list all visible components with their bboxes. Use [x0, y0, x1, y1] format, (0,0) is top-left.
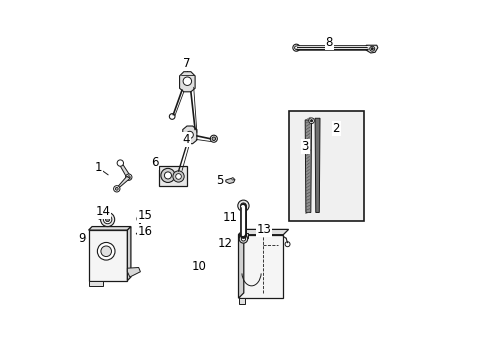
- Bar: [288, 111, 364, 221]
- Circle shape: [210, 135, 217, 142]
- Circle shape: [240, 203, 246, 208]
- Polygon shape: [88, 280, 103, 286]
- Polygon shape: [88, 230, 127, 280]
- Polygon shape: [366, 45, 377, 53]
- Text: 5: 5: [216, 174, 223, 186]
- Text: 1: 1: [94, 161, 102, 174]
- Polygon shape: [127, 267, 140, 277]
- Circle shape: [241, 237, 245, 241]
- Circle shape: [137, 215, 143, 222]
- Text: 8: 8: [325, 36, 332, 49]
- Circle shape: [169, 114, 175, 119]
- Circle shape: [105, 217, 109, 222]
- Circle shape: [292, 44, 299, 51]
- Polygon shape: [314, 118, 319, 212]
- Circle shape: [370, 48, 372, 50]
- Circle shape: [164, 172, 171, 179]
- Text: 4: 4: [182, 133, 190, 146]
- Circle shape: [285, 242, 289, 247]
- Bar: [159, 166, 187, 186]
- Circle shape: [127, 176, 130, 179]
- Circle shape: [113, 186, 120, 192]
- Text: 16: 16: [137, 225, 152, 238]
- Polygon shape: [127, 226, 131, 280]
- Text: 14: 14: [95, 205, 110, 218]
- Circle shape: [231, 178, 233, 180]
- Polygon shape: [183, 126, 197, 144]
- Circle shape: [239, 235, 247, 243]
- Polygon shape: [225, 178, 235, 184]
- Text: 2: 2: [332, 122, 339, 135]
- Circle shape: [369, 46, 374, 51]
- Polygon shape: [238, 229, 288, 235]
- Circle shape: [212, 137, 215, 140]
- Circle shape: [117, 160, 123, 166]
- Polygon shape: [238, 235, 283, 298]
- Text: 6: 6: [150, 156, 158, 169]
- Circle shape: [186, 131, 193, 138]
- Polygon shape: [238, 298, 244, 304]
- Circle shape: [237, 200, 248, 211]
- Polygon shape: [88, 226, 131, 230]
- Text: 12: 12: [217, 237, 232, 250]
- Bar: [238, 233, 248, 238]
- Circle shape: [173, 171, 184, 182]
- Text: 10: 10: [191, 260, 205, 273]
- Circle shape: [161, 168, 175, 183]
- Circle shape: [101, 246, 111, 257]
- Circle shape: [115, 188, 118, 190]
- Text: 7: 7: [182, 57, 190, 70]
- Text: 3: 3: [301, 140, 308, 153]
- Circle shape: [125, 174, 132, 180]
- Polygon shape: [305, 120, 311, 212]
- Polygon shape: [179, 72, 195, 92]
- Polygon shape: [118, 162, 130, 179]
- Polygon shape: [136, 232, 144, 235]
- Circle shape: [183, 77, 191, 85]
- Text: 13: 13: [256, 223, 271, 236]
- Text: 11: 11: [223, 211, 237, 224]
- Circle shape: [294, 46, 298, 49]
- Circle shape: [139, 232, 142, 235]
- Circle shape: [101, 212, 114, 226]
- Circle shape: [175, 174, 181, 179]
- Polygon shape: [238, 229, 244, 298]
- Text: 9: 9: [78, 232, 85, 245]
- Circle shape: [103, 215, 112, 224]
- Circle shape: [308, 118, 314, 123]
- Polygon shape: [115, 176, 130, 190]
- Text: 15: 15: [137, 209, 152, 222]
- Circle shape: [97, 242, 115, 260]
- Circle shape: [310, 120, 312, 122]
